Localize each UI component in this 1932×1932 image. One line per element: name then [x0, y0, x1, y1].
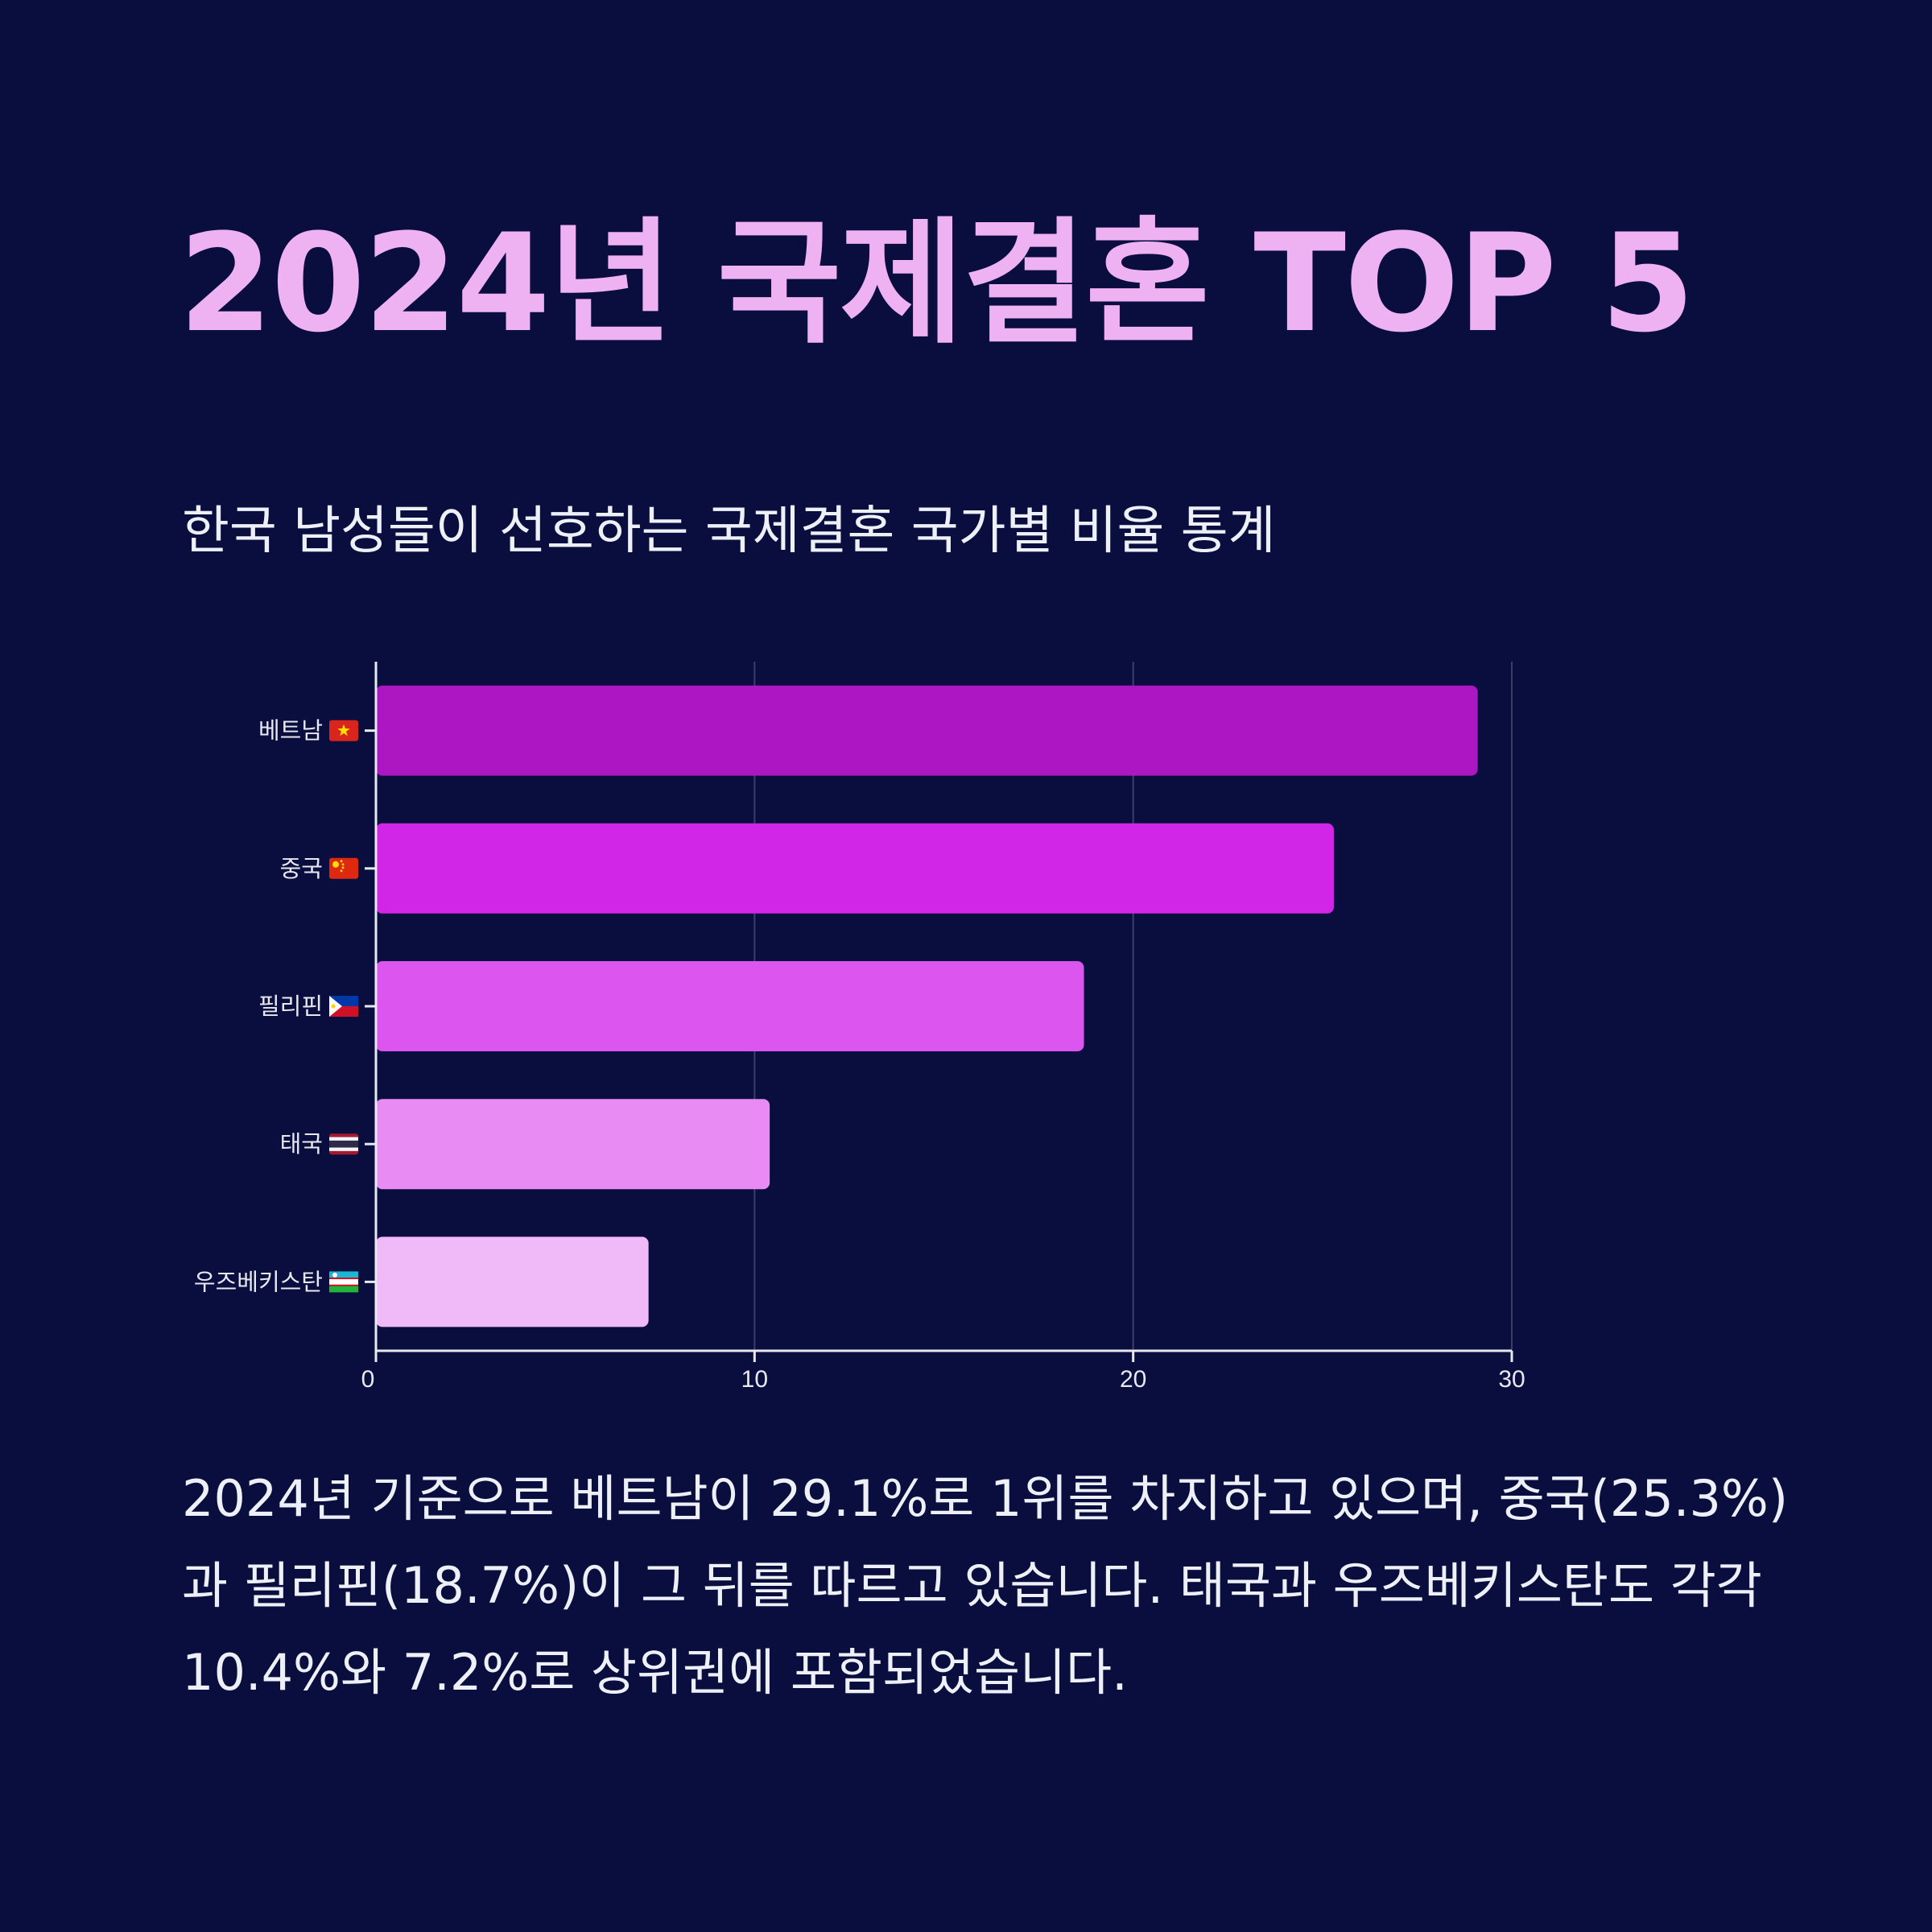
chart-description: 2024년 기준으로 베트남이 29.1%로 1위를 차지하고 있으며, 중국(…: [182, 1469, 1789, 1702]
x-tick-label: 10: [741, 1366, 768, 1393]
y-axis-label: 중국: [280, 855, 323, 882]
flag-uz-icon: [329, 1271, 358, 1293]
flag-ph-icon: [329, 996, 358, 1017]
bar-4: [376, 1236, 649, 1327]
flag-vn-icon: [329, 720, 358, 741]
bar-2: [376, 961, 1084, 1051]
bar-1: [376, 823, 1334, 914]
flag-cn-icon: [329, 857, 358, 879]
bar-3: [376, 1099, 770, 1190]
x-tick-label: 20: [1120, 1366, 1146, 1393]
chart-bars: [376, 685, 1478, 1327]
y-axis-label: 우즈베키스탄: [194, 1268, 323, 1295]
y-axis-label: 필리핀: [258, 993, 323, 1020]
x-axis-ticks: 0 10 20 30: [361, 1351, 1525, 1393]
page-title: 2024년 국제결혼 TOP 5: [179, 204, 1695, 362]
page-subtitle: 한국 남성들이 선호하는 국제결혼 국가별 비율 통계: [182, 502, 1276, 561]
y-axis-label: 태국: [280, 1130, 323, 1158]
y-axis-label: 베트남: [258, 717, 323, 745]
x-tick-label: 30: [1498, 1366, 1525, 1393]
bar-0: [376, 685, 1478, 776]
x-tick-label: 0: [361, 1366, 375, 1393]
flag-th-icon: [329, 1133, 358, 1155]
